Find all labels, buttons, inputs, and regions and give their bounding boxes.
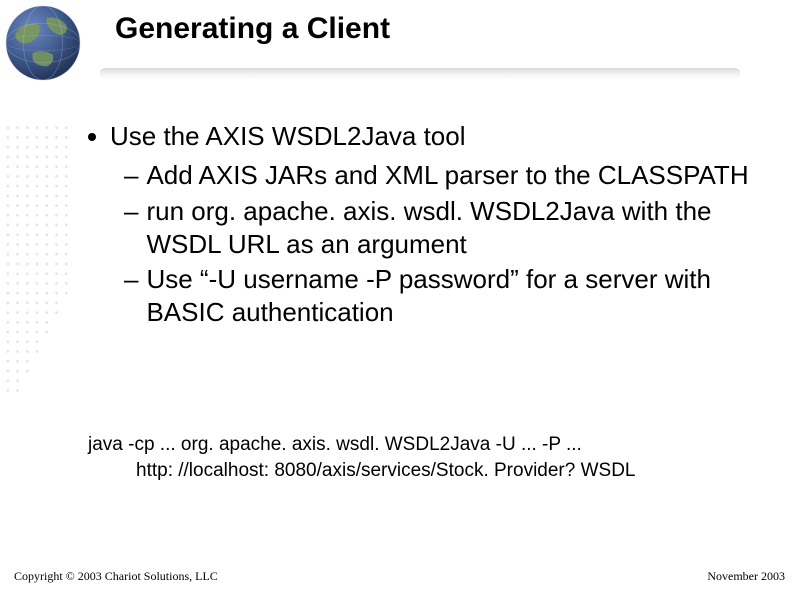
sub-text: Use “-U username -P password” for a serv… [146,263,778,330]
footer-copyright: Copyright © 2003 Chariot Solutions, LLC [14,569,218,584]
sub-text: run org. apache. axis. wsdl. WSDL2Java w… [146,195,778,262]
footer-date: November 2003 [707,569,785,584]
title-underline [100,68,740,80]
bullet-dot-icon [88,133,96,141]
bullet-main: Use the AXIS WSDL2Java tool [88,120,778,153]
command-line-2: http: //localhost: 8080/axis/services/St… [136,458,768,484]
dot-grid-decor [4,92,76,432]
sub-item: – Use “-U username -P password” for a se… [124,263,778,330]
bullet-main-text: Use the AXIS WSDL2Java tool [110,120,466,153]
dash-icon: – [124,195,138,228]
sub-bullets: – Add AXIS JARs and XML parser to the CL… [124,159,778,329]
dash-icon: – [124,159,138,192]
command-line-1: java -cp ... org. apache. axis. wsdl. WS… [88,432,768,458]
content-block: Use the AXIS WSDL2Java tool – Add AXIS J… [88,120,778,330]
sub-item: – run org. apache. axis. wsdl. WSDL2Java… [124,195,778,262]
sub-text: Add AXIS JARs and XML parser to the CLAS… [146,159,748,192]
slide-title: Generating a Client [115,12,390,46]
globe-icon [4,4,82,82]
sub-item: – Add AXIS JARs and XML parser to the CL… [124,159,778,192]
dash-icon: – [124,263,138,296]
command-block: java -cp ... org. apache. axis. wsdl. WS… [88,432,768,483]
slide: Generating a Client Use the AXIS WSDL2Ja… [0,0,799,598]
